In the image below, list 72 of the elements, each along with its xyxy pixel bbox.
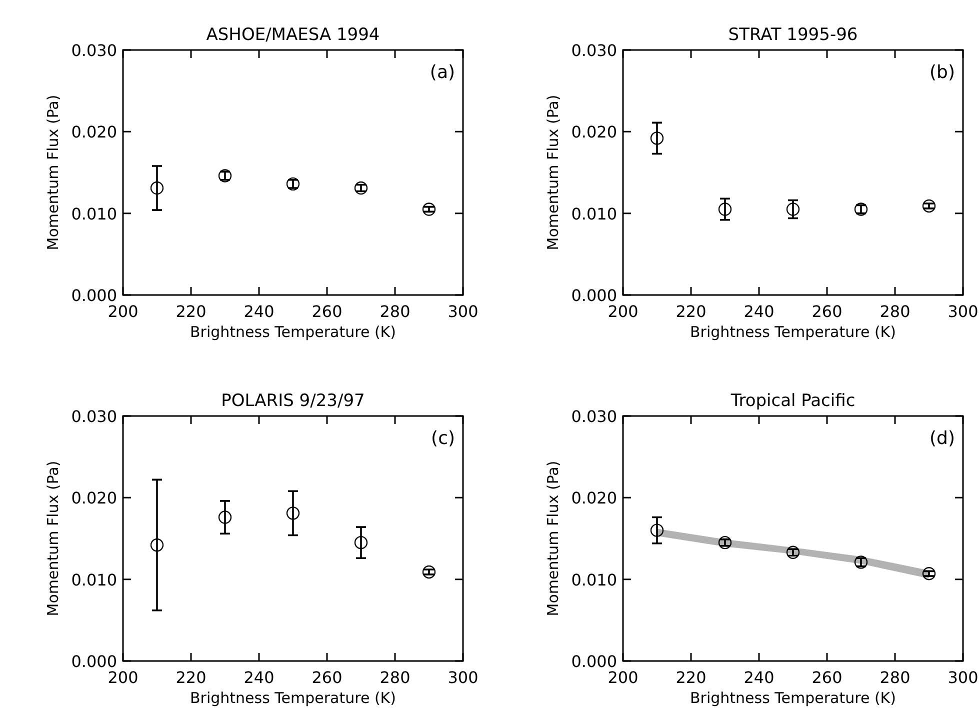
x-tick-label: 280 <box>380 302 410 321</box>
y-tick-label: 0.000 <box>571 286 617 305</box>
y-axis-title: Momentum Flux (Pa) <box>44 94 62 250</box>
y-tick-label: 0.010 <box>71 204 117 224</box>
chart-title: Tropical Pacific <box>730 391 856 411</box>
annotation: (c) <box>431 428 455 449</box>
point <box>354 181 368 195</box>
point <box>786 546 800 559</box>
point <box>718 536 732 550</box>
y-tick-label: 0.030 <box>71 407 117 426</box>
chart-title: ASHOE/MAESA 1994 <box>206 25 380 45</box>
y-tick-label: 0.030 <box>71 41 117 60</box>
x-tick-label: 200 <box>608 302 638 321</box>
x-tick-label: 220 <box>676 302 706 321</box>
x-tick-label: 220 <box>176 668 206 687</box>
y-axis-title: Momentum Flux (Pa) <box>544 460 562 616</box>
point <box>286 506 300 520</box>
annotation: (b) <box>930 62 955 83</box>
x-tick-label: 300 <box>948 668 978 687</box>
x-tick-label: 300 <box>448 302 478 321</box>
x-tick-label: 280 <box>880 668 910 687</box>
x-tick-label: 300 <box>948 302 978 321</box>
y-tick-label: 0.020 <box>71 122 117 142</box>
x-tick-label: 260 <box>812 668 842 687</box>
x-tick-label: 280 <box>380 668 410 687</box>
point <box>922 567 936 580</box>
y-tick-label: 0.030 <box>571 407 617 426</box>
x-tick-label: 200 <box>108 668 138 687</box>
chart-title: POLARIS 9/23/97 <box>221 391 365 411</box>
chart-title: STRAT 1995-96 <box>728 25 858 45</box>
point <box>150 538 164 552</box>
y-tick-label: 0.010 <box>571 570 617 590</box>
point <box>422 202 436 216</box>
y-tick-label: 0.010 <box>571 204 617 224</box>
point <box>422 565 436 579</box>
y-tick-label: 0.020 <box>571 122 617 142</box>
x-tick-label: 240 <box>744 668 774 687</box>
x-tick-label: 260 <box>812 302 842 321</box>
x-tick-label: 260 <box>312 302 342 321</box>
point <box>650 132 664 145</box>
y-tick-label: 0.020 <box>71 488 117 508</box>
x-axis-title: Brightness Temperature (K) <box>690 689 896 707</box>
x-tick-label: 260 <box>312 668 342 687</box>
y-tick-label: 0.010 <box>71 570 117 590</box>
x-tick-label: 240 <box>244 302 274 321</box>
point <box>354 536 368 550</box>
x-tick-label: 240 <box>744 302 774 321</box>
y-tick-label: 0.000 <box>71 652 117 671</box>
point <box>218 510 232 524</box>
annotation: (a) <box>430 62 455 83</box>
point <box>150 181 164 195</box>
y-tick-label: 0.000 <box>71 286 117 305</box>
x-axis-title: Brightness Temperature (K) <box>190 323 396 341</box>
point <box>650 524 664 537</box>
x-tick-label: 220 <box>676 668 706 687</box>
x-tick-label: 300 <box>448 668 478 687</box>
y-axis-title: Momentum Flux (Pa) <box>44 460 62 616</box>
x-tick-label: 200 <box>108 302 138 321</box>
x-tick-label: 220 <box>176 302 206 321</box>
y-tick-label: 0.030 <box>571 41 617 60</box>
point <box>786 202 800 216</box>
x-tick-label: 200 <box>608 668 638 687</box>
x-axis-title: Brightness Temperature (K) <box>190 689 396 707</box>
y-tick-label: 0.020 <box>571 488 617 508</box>
y-axis-title: Momentum Flux (Pa) <box>544 94 562 250</box>
y-tick-label: 0.000 <box>571 652 617 671</box>
x-tick-label: 280 <box>880 302 910 321</box>
x-axis-title: Brightness Temperature (K) <box>690 323 896 341</box>
point <box>922 199 936 213</box>
x-tick-label: 240 <box>244 668 274 687</box>
point <box>718 202 732 216</box>
annotation: (d) <box>930 428 955 449</box>
